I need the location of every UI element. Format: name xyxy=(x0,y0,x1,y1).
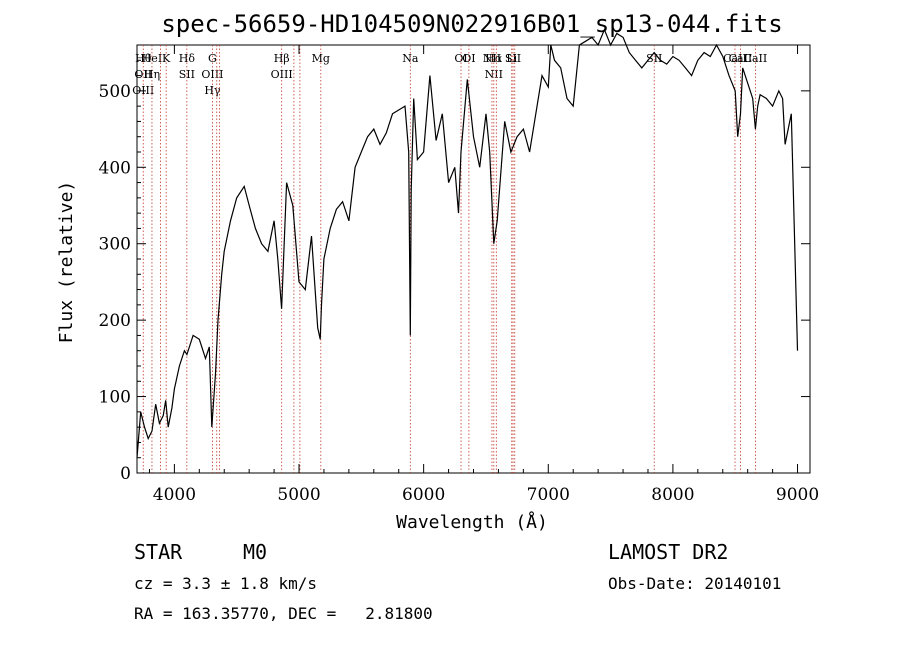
spectral-line-label: Mg xyxy=(312,52,330,65)
spectral-line-label: OIII xyxy=(201,68,223,81)
spectral-line-label: Hγ xyxy=(204,84,221,97)
spectral-line-label: Li xyxy=(506,52,517,65)
spectral-line-label: Na xyxy=(402,52,419,65)
y-axis-label: Flux (relative) xyxy=(56,181,77,344)
object-subclass: M0 xyxy=(243,540,268,564)
spectral-line-label: OIII xyxy=(271,68,293,81)
x-tick-label: 9000 xyxy=(776,485,819,505)
y-tick-label: 400 xyxy=(99,158,131,178)
coordinates-text: RA = 163.35770, DEC = 2.81800 xyxy=(134,604,433,623)
spectral-line-label: K xyxy=(162,52,171,65)
spectral-line-label: HeI xyxy=(142,52,162,65)
spectral-line-label: SII xyxy=(505,52,521,65)
x-tick-label: 5000 xyxy=(277,485,320,505)
survey-name: LAMOST DR2 xyxy=(608,540,729,564)
obs-date-text: Obs-Date: 20140101 xyxy=(608,574,782,593)
spectral-line-label: SII xyxy=(179,68,195,81)
spectral-line-label: Hβ xyxy=(274,52,290,65)
spectral-line-label: Hα xyxy=(485,52,503,65)
chart-title: spec-56659-HD104509N022916B01_sp13-044.f… xyxy=(161,10,782,38)
spectral-line-label: Hδ xyxy=(179,52,196,65)
y-tick-label: 100 xyxy=(99,388,131,408)
y-tick-label: 200 xyxy=(99,311,131,331)
x-tick-label: 8000 xyxy=(651,485,694,505)
x-tick-label: 4000 xyxy=(153,485,196,505)
spectrum-line xyxy=(136,28,799,458)
spectral-line-label: OI xyxy=(462,52,475,65)
y-tick-label: 500 xyxy=(99,82,131,102)
spectral-line-label: CaII xyxy=(729,52,753,65)
x-tick-label: 6000 xyxy=(402,485,445,505)
plot-frame xyxy=(136,44,811,474)
spectral-line-label: SII xyxy=(646,52,662,65)
spectral-line-label: OII xyxy=(134,68,152,81)
redshift-text: cz = 3.3 ± 1.8 km/s xyxy=(134,574,318,593)
spectral-line-label: CaII xyxy=(744,52,768,65)
spectral-line-label: Hθ xyxy=(135,52,152,65)
axis-ticks: 4000 5000 6000 7000 8000 9000 0 100 200 300 400 500 xyxy=(99,45,819,505)
spectral-line-label: NII xyxy=(485,68,503,81)
spectral-line-label: OI xyxy=(454,52,467,65)
y-tick-label: 300 xyxy=(99,235,131,255)
x-tick-label: 7000 xyxy=(527,485,570,505)
spectral-line-label: CaII xyxy=(723,52,747,65)
spectral-line-label: G xyxy=(208,52,217,65)
object-class: STAR xyxy=(134,540,183,564)
spectral-line-label: Hη xyxy=(144,68,160,81)
spectral-line-label: NII xyxy=(483,52,501,65)
y-tick-label: 0 xyxy=(120,464,131,484)
plot-axes xyxy=(136,44,811,474)
x-axis-label: Wavelength (Å) xyxy=(396,511,548,533)
